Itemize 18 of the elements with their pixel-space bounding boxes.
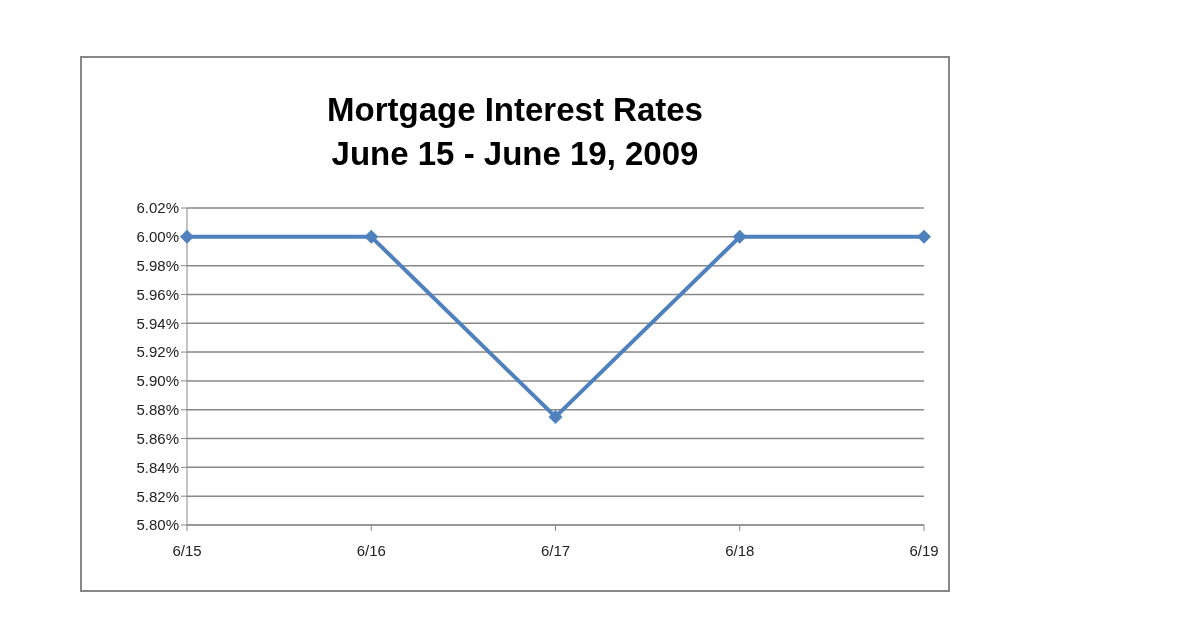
y-tick-label: 5.94% xyxy=(136,314,179,332)
y-tick-label: 5.84% xyxy=(136,458,179,476)
chart-title: Mortgage Interest Rates June 15 - June 19, 2009 xyxy=(327,90,703,174)
y-tick-label: 5.98% xyxy=(136,256,179,274)
y-tick-label: 6.02% xyxy=(136,199,179,217)
y-tick-label: 5.86% xyxy=(136,429,179,447)
y-tick-label: 5.82% xyxy=(136,487,179,505)
y-tick-label: 5.96% xyxy=(136,285,179,303)
y-tick-label: 5.92% xyxy=(136,343,179,361)
x-tick-label: 6/18 xyxy=(725,541,755,559)
x-tick-label: 6/17 xyxy=(540,541,571,559)
x-tick-label: 6/16 xyxy=(356,541,386,559)
y-tick-label: 6.00% xyxy=(136,228,179,246)
y-tick-label: 5.88% xyxy=(136,401,179,419)
y-tick-label: 5.90% xyxy=(136,372,179,390)
x-tick-label: 6/15 xyxy=(172,541,202,559)
x-tick-label: 6/19 xyxy=(909,541,939,559)
y-tick-label: 5.80% xyxy=(136,516,179,534)
